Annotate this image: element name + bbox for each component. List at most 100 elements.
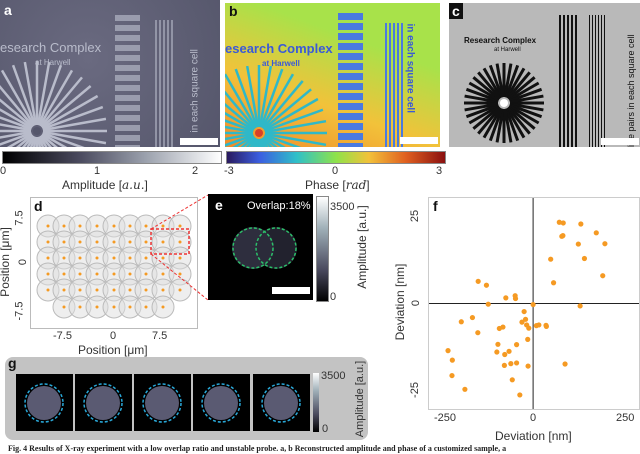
star-spoke (264, 108, 324, 133)
star-spoke (505, 67, 526, 99)
label-unit: rad (345, 178, 367, 192)
colorbar-label: Amplitude [a.u.] (62, 178, 148, 192)
probe-position (128, 256, 132, 260)
star-spoke (0, 131, 32, 146)
colorbar-min: 0 (322, 423, 329, 435)
star-spoke (503, 108, 513, 143)
probe-position (46, 224, 50, 228)
star-spoke (225, 111, 255, 132)
y-tick: 0 (410, 299, 423, 307)
star-spoke (260, 73, 295, 129)
side-text: in each square cell (404, 23, 416, 114)
data-point (522, 316, 529, 322)
scale-bar (272, 287, 310, 294)
panel-d-scan-grid: d (30, 197, 198, 329)
star-spoke (42, 130, 107, 145)
data-point (449, 372, 455, 379)
x-tick: 0 (530, 412, 537, 424)
data-point (483, 282, 490, 288)
star-spoke (482, 67, 503, 99)
sample-text: esearch Complex (225, 41, 333, 56)
y-axis-label: Position [μm] (0, 227, 12, 297)
probe-position (161, 256, 165, 260)
probe-position (95, 256, 99, 260)
probe-position (46, 240, 50, 244)
probe-position (62, 288, 66, 292)
data-point (521, 308, 527, 315)
data-point (600, 273, 606, 279)
star-spoke (507, 76, 536, 101)
probe-circle (232, 227, 274, 269)
data-point (548, 256, 554, 262)
colorbar-label: Amplitude [a.u.] (354, 360, 366, 438)
data-point (560, 220, 566, 226)
colorbar-tick: 1 (94, 165, 101, 177)
panel-label: d (34, 198, 43, 214)
star-spoke (11, 64, 37, 126)
probe-position (128, 288, 132, 292)
star-spoke (468, 81, 500, 102)
panel-label: f (433, 198, 438, 214)
data-point (506, 348, 512, 354)
label-text: Phase [ (305, 178, 346, 192)
star-spoke (225, 90, 257, 130)
data-point (503, 295, 509, 301)
probe-position (128, 240, 132, 244)
star-spoke (21, 134, 35, 147)
star-spoke (504, 64, 520, 98)
label-close: ] (144, 178, 148, 192)
probe-position (144, 256, 148, 260)
x-axis-label: Position [μm] (78, 343, 148, 357)
probe-position (128, 272, 132, 276)
panel-label: c (449, 3, 463, 19)
probe-position (46, 256, 50, 260)
panel-label: g (8, 355, 17, 371)
star-spoke (472, 76, 501, 101)
side-text: in each square cell (189, 49, 201, 133)
colorbar-tick: 0 (0, 165, 7, 177)
star-spoke (39, 134, 53, 147)
probe-position (161, 272, 165, 276)
probe-position (112, 256, 116, 260)
data-point (556, 219, 562, 225)
probe-position (144, 240, 148, 244)
data-point (509, 377, 515, 383)
x-axis-label: Deviation [nm] (495, 429, 572, 443)
panel-label: b (229, 3, 238, 19)
colorbar-tick: 0 (332, 165, 339, 177)
star-spoke (264, 119, 327, 134)
star-spoke (477, 106, 502, 135)
probe-position (178, 288, 182, 292)
data-point (517, 392, 523, 398)
star-spoke (0, 123, 32, 132)
probe-circle (255, 227, 297, 269)
star-spoke (504, 108, 520, 142)
colorbar-min: 0 (330, 291, 337, 303)
data-point (525, 336, 531, 342)
panel-b-phase-image: esearch Complex at Harwell in each squar… (225, 3, 440, 147)
bar-group (115, 15, 140, 147)
star-spoke (225, 102, 256, 131)
probe-position (95, 305, 99, 309)
amplitude-colorbar-e (316, 196, 329, 302)
amplitude-colorbar-g (313, 373, 319, 432)
star-spoke (508, 104, 540, 125)
star-spoke (263, 134, 286, 147)
star-spoke (495, 63, 505, 98)
colorbar-label: Amplitude [a.u.] (355, 205, 369, 289)
colorbar-max: 3500 (321, 370, 346, 382)
data-point (469, 314, 476, 321)
star-spoke (0, 98, 34, 129)
data-point (560, 233, 566, 239)
y-axis-label: Deviation [nm] (393, 263, 407, 341)
star-spoke (264, 132, 327, 147)
probe-position (144, 288, 148, 292)
colorbar-label: Phase [rad] (305, 178, 370, 192)
probe-position (78, 288, 82, 292)
data-point (519, 319, 525, 325)
probe-position (62, 240, 66, 244)
star-spoke (495, 108, 505, 143)
star-spoke (477, 71, 502, 100)
y-tick: 0 (17, 258, 30, 266)
probe-position (161, 240, 165, 244)
